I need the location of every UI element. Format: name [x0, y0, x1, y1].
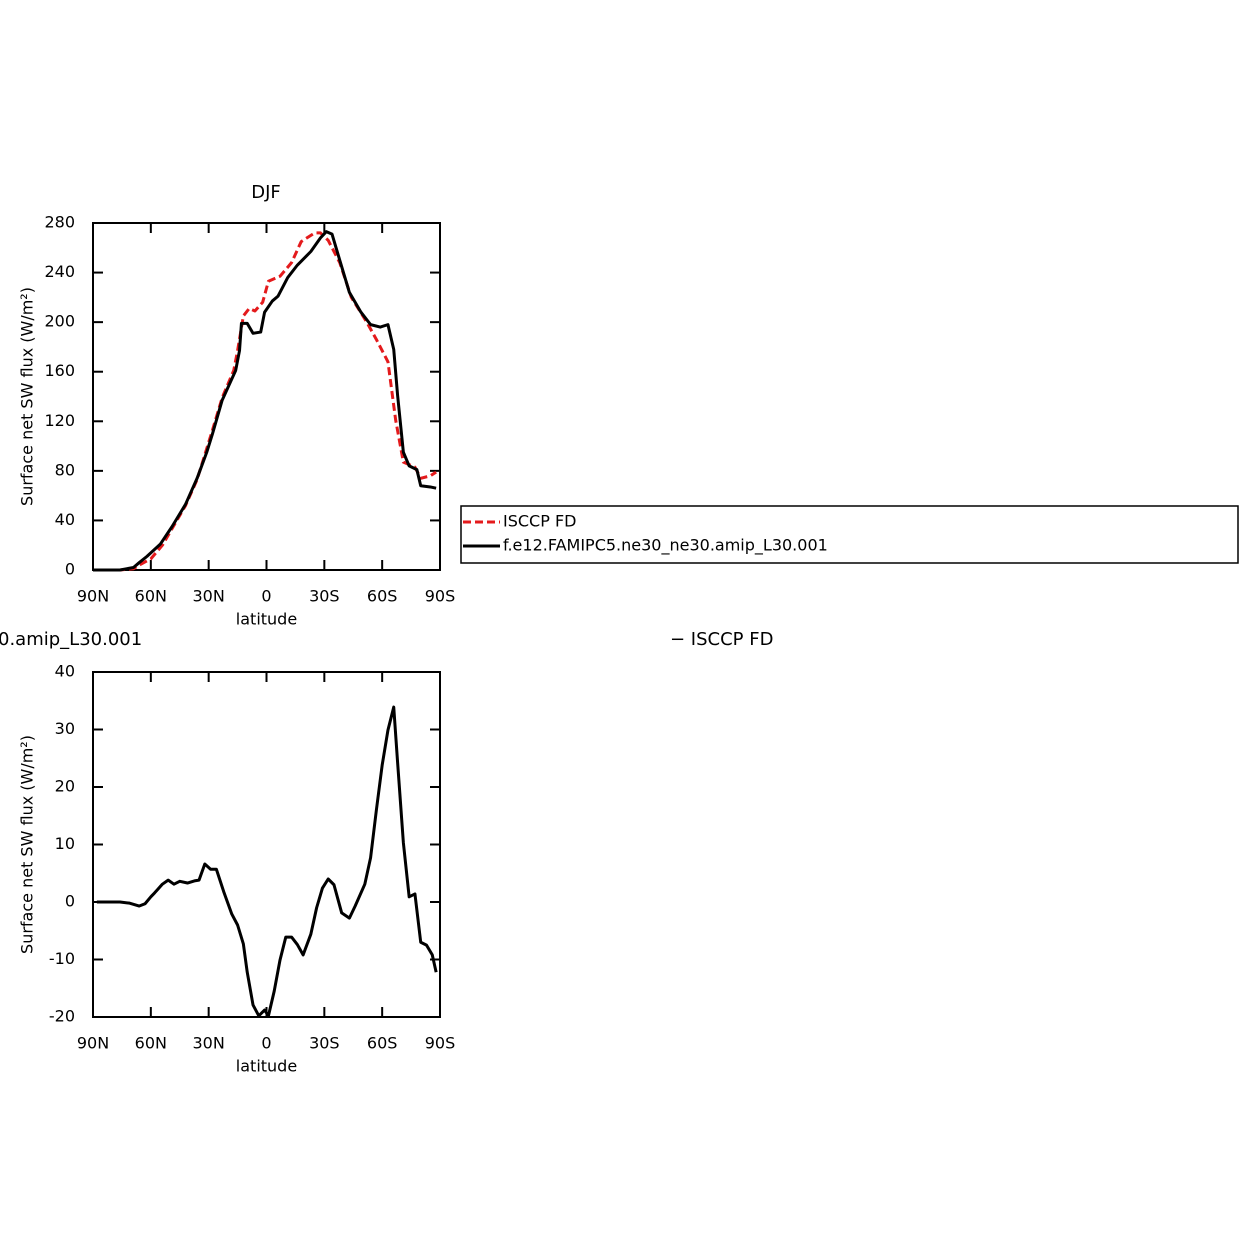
series-line — [93, 230, 437, 572]
x-tick-label: 0 — [261, 1034, 271, 1053]
x-tick-label: 60S — [367, 587, 398, 606]
x-axis-label: latitude — [236, 610, 297, 629]
x-tick-label: 30N — [193, 587, 225, 606]
y-tick-label: 280 — [44, 213, 75, 232]
x-tick-label: 0 — [261, 587, 271, 606]
y-tick-label: 40 — [55, 510, 75, 529]
y-axis-label: Surface net SW flux (W/m²) — [18, 735, 37, 954]
x-tick-label: 30S — [309, 1034, 340, 1053]
y-tick-label: -10 — [49, 949, 75, 968]
x-axis-label: latitude — [236, 1057, 297, 1076]
y-tick-label: 200 — [44, 312, 75, 331]
chart-title: 0.amip_L30.001 — [0, 629, 142, 650]
y-tick-label: 120 — [44, 411, 75, 430]
x-tick-label: 60N — [135, 1034, 167, 1053]
y-tick-label: 160 — [44, 361, 75, 380]
legend-box — [460, 505, 1239, 564]
x-tick-label: 30N — [193, 1034, 225, 1053]
y-tick-label: -20 — [49, 1007, 75, 1026]
series-line — [93, 231, 437, 572]
y-tick-label: 20 — [55, 777, 75, 796]
plot-frame — [92, 671, 441, 1018]
y-tick-label: 240 — [44, 262, 75, 281]
x-tick-label: 90S — [425, 1034, 456, 1053]
y-tick-label: 80 — [55, 460, 75, 479]
x-tick-label: 60S — [367, 1034, 398, 1053]
y-axis-label: Surface net SW flux (W/m²) — [18, 287, 37, 506]
y-tick-label: 30 — [55, 719, 75, 738]
chart-title: − ISCCP FD — [670, 629, 773, 650]
x-tick-label: 60N — [135, 587, 167, 606]
y-tick-label: 0 — [65, 560, 75, 579]
x-tick-label: 90S — [425, 587, 456, 606]
x-tick-label: 90N — [77, 1034, 109, 1053]
legend-label: ISCCP FD — [503, 512, 576, 531]
legend-label: f.e12.FAMIPC5.ne30_ne30.amip_L30.001 — [503, 536, 828, 556]
y-tick-label: 10 — [55, 834, 75, 853]
y-tick-label: 0 — [65, 892, 75, 911]
series-line — [96, 705, 438, 1018]
plot-frame — [92, 222, 441, 571]
y-tick-label: 40 — [55, 662, 75, 681]
x-tick-label: 90N — [77, 587, 109, 606]
x-tick-label: 30S — [309, 587, 340, 606]
chart-title: DJF — [251, 182, 281, 203]
